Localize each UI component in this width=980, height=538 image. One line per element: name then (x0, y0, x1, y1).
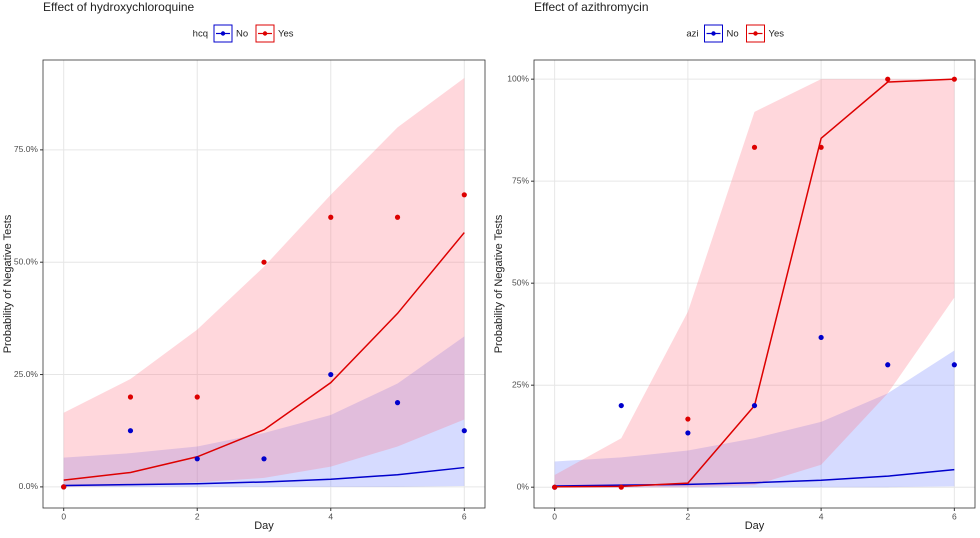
x-tick-label: 2 (686, 511, 691, 521)
legend-title: azi (686, 29, 698, 40)
y-tick-label: 25.0% (14, 369, 39, 379)
y-tick-label: 0% (517, 481, 530, 491)
chart-title: Effect of hydroxychloroquine (43, 0, 195, 14)
chart-panel: Effect of azithromycin azi No Yes 0% 25% 50% 75… (493, 0, 976, 532)
y-tick-label: 100% (507, 73, 529, 83)
legend-label: No (236, 29, 248, 40)
x-tick-label: 4 (819, 511, 824, 521)
observed-point (818, 334, 824, 341)
x-tick-label: 6 (952, 511, 957, 521)
observed-point (461, 192, 467, 198)
x-tick-label: 2 (195, 511, 200, 521)
y-tick-label: 0.0% (19, 481, 39, 491)
legend-dot (753, 31, 758, 36)
observed-point (885, 76, 891, 82)
observed-point (552, 484, 558, 490)
chart-panel: Effect of hydroxychloroquine hcq No Yes 0.0%… (2, 0, 486, 532)
y-tick-label: 75.0% (14, 144, 39, 154)
observed-point (951, 362, 957, 368)
observed-point (618, 402, 624, 409)
observed-point (328, 371, 334, 378)
plot-border (42, 59, 486, 509)
legend-dot (262, 31, 268, 36)
observed-point (328, 214, 334, 220)
observed-point (751, 402, 758, 409)
y-tick-label: 50.0% (14, 256, 39, 266)
x-tick-label: 6 (462, 511, 467, 521)
legend-label: Yes (278, 29, 294, 40)
x-axis-label: Day (745, 520, 765, 532)
plot-background (43, 60, 485, 508)
confidence-band (554, 79, 955, 488)
observed-point (618, 484, 624, 490)
x-tick-label: 4 (328, 511, 333, 521)
legend-dot (220, 31, 226, 36)
fit-line (63, 232, 465, 481)
legend-dot (711, 31, 716, 36)
legend-title: hcq (193, 29, 208, 40)
legend-label: Yes (769, 29, 785, 40)
legend-label: No (727, 29, 739, 40)
observed-point (751, 144, 758, 150)
y-axis-label: Probability of Negative Tests (493, 214, 505, 353)
x-axis-label: Day (254, 520, 274, 532)
observed-point (394, 400, 401, 406)
observed-point (194, 394, 200, 400)
observed-point (461, 428, 467, 434)
y-tick-label: 25% (512, 379, 529, 389)
plot-border (533, 59, 976, 509)
chart-title: Effect of azithromycin (534, 0, 649, 14)
observed-point (194, 456, 200, 462)
observed-point (261, 259, 267, 265)
observed-point (685, 430, 691, 436)
confidence-band (63, 77, 465, 487)
observed-point (61, 484, 67, 490)
y-tick-label: 75% (512, 175, 529, 185)
observed-point (885, 362, 891, 368)
x-tick-label: 0 (552, 511, 557, 521)
observed-point (394, 214, 401, 220)
y-axis-label: Probability of Negative Tests (2, 214, 14, 353)
plot-background (534, 60, 975, 508)
observed-point (818, 144, 824, 150)
fit-line (63, 466, 465, 487)
observed-point (261, 456, 267, 462)
observed-point (685, 416, 691, 422)
y-tick-label: 50% (512, 277, 529, 287)
observed-point (951, 76, 957, 82)
confidence-band (63, 336, 465, 487)
observed-point (127, 428, 134, 434)
confidence-band (554, 350, 955, 488)
observed-point (127, 394, 134, 400)
x-tick-label: 0 (61, 511, 66, 521)
